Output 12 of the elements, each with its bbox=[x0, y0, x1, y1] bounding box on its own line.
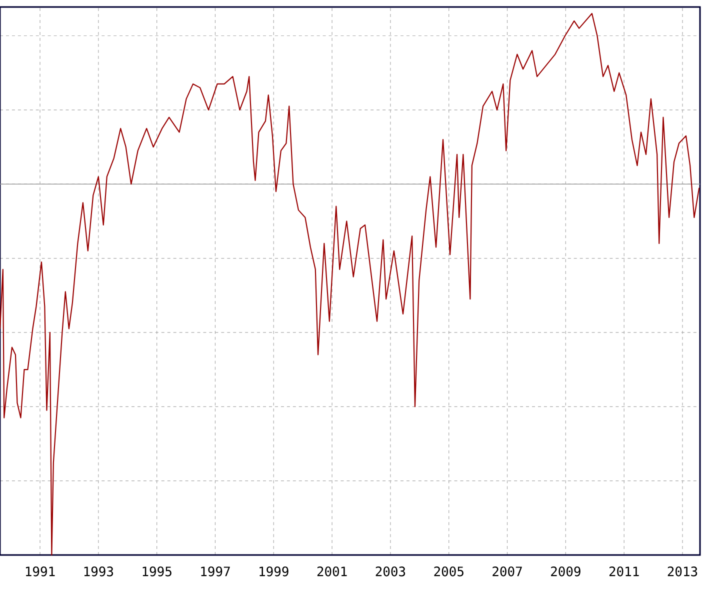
x-tick-label: 2011 bbox=[609, 566, 639, 576]
x-tick-label: 1997 bbox=[201, 566, 230, 576]
x-tick-label: 1993 bbox=[84, 566, 114, 576]
x-tick-label: 2005 bbox=[434, 566, 464, 576]
x-tick-label: 1995 bbox=[142, 566, 172, 576]
x-tick-label: 2001 bbox=[317, 566, 347, 576]
x-tick-label: 2007 bbox=[492, 566, 522, 576]
x-tick-label: 1991 bbox=[26, 566, 55, 576]
x-tick-label: 2009 bbox=[551, 566, 580, 576]
x-tick-label: 1999 bbox=[260, 566, 288, 576]
x-tick-label: 2013 bbox=[668, 566, 698, 576]
x-tick-label: 2003 bbox=[376, 566, 406, 576]
